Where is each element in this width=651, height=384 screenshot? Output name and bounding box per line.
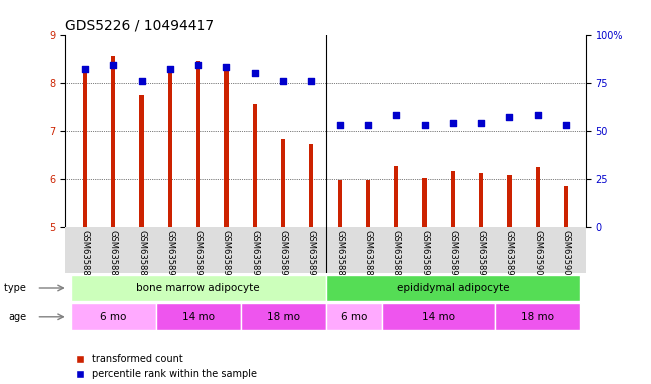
- Bar: [111, 56, 115, 227]
- Text: epididymal adipocyte: epididymal adipocyte: [396, 283, 509, 293]
- Bar: [564, 186, 568, 227]
- Point: [165, 66, 175, 72]
- Bar: [196, 61, 201, 227]
- Point: [363, 122, 373, 128]
- Text: GSM635897: GSM635897: [279, 230, 288, 281]
- Text: 18 mo: 18 mo: [266, 312, 299, 322]
- Bar: [156, 303, 241, 330]
- Point: [391, 112, 402, 118]
- Point: [419, 122, 430, 128]
- Text: 14 mo: 14 mo: [422, 312, 455, 322]
- Text: GDS5226 / 10494417: GDS5226 / 10494417: [65, 18, 214, 32]
- Point: [335, 122, 345, 128]
- Bar: [253, 104, 257, 227]
- Text: GSM635892: GSM635892: [222, 230, 231, 281]
- Point: [249, 70, 260, 76]
- Point: [79, 66, 90, 72]
- Bar: [326, 275, 580, 301]
- Text: 6 mo: 6 mo: [340, 312, 367, 322]
- Text: GSM635896: GSM635896: [250, 230, 259, 281]
- Bar: [309, 144, 314, 227]
- Bar: [71, 275, 326, 301]
- Bar: [225, 68, 229, 227]
- Text: GSM635898: GSM635898: [307, 230, 316, 281]
- Text: GSM635884: GSM635884: [81, 230, 89, 281]
- Point: [278, 78, 288, 84]
- Point: [561, 122, 572, 128]
- Bar: [168, 71, 172, 227]
- Text: GSM635901: GSM635901: [562, 230, 570, 281]
- Text: 14 mo: 14 mo: [182, 312, 215, 322]
- Text: GSM635885: GSM635885: [109, 230, 118, 281]
- Text: 18 mo: 18 mo: [521, 312, 554, 322]
- Bar: [139, 94, 144, 227]
- Point: [221, 64, 232, 70]
- Text: age: age: [8, 312, 26, 322]
- Bar: [536, 167, 540, 227]
- Point: [306, 78, 316, 84]
- Bar: [366, 180, 370, 227]
- Bar: [495, 303, 580, 330]
- Bar: [479, 173, 483, 227]
- Text: 6 mo: 6 mo: [100, 312, 126, 322]
- Bar: [394, 166, 398, 227]
- Point: [533, 112, 543, 118]
- Point: [448, 120, 458, 126]
- Text: GSM635900: GSM635900: [533, 230, 542, 281]
- Point: [476, 120, 486, 126]
- Text: GSM635895: GSM635895: [477, 230, 486, 281]
- Point: [193, 62, 203, 68]
- Point: [136, 78, 146, 84]
- Legend: transformed count, percentile rank within the sample: transformed count, percentile rank withi…: [70, 354, 257, 379]
- Point: [108, 62, 118, 68]
- Bar: [507, 175, 512, 227]
- Text: GSM635894: GSM635894: [449, 230, 458, 281]
- Text: bone marrow adipocyte: bone marrow adipocyte: [136, 283, 260, 293]
- Bar: [422, 178, 426, 227]
- Bar: [382, 303, 495, 330]
- Text: GSM635889: GSM635889: [392, 230, 401, 281]
- Text: GSM635890: GSM635890: [165, 230, 174, 281]
- Bar: [337, 180, 342, 227]
- Text: GSM635899: GSM635899: [505, 230, 514, 281]
- Bar: [450, 171, 455, 227]
- Text: GSM635893: GSM635893: [420, 230, 429, 281]
- Text: GSM635886: GSM635886: [137, 230, 146, 281]
- Bar: [281, 139, 285, 227]
- Text: GSM635888: GSM635888: [363, 230, 372, 281]
- Bar: [326, 303, 382, 330]
- Point: [505, 114, 515, 120]
- Text: cell type: cell type: [0, 283, 26, 293]
- Bar: [71, 303, 156, 330]
- Text: GSM635887: GSM635887: [335, 230, 344, 281]
- Bar: [241, 303, 326, 330]
- Bar: [83, 71, 87, 227]
- Text: GSM635891: GSM635891: [193, 230, 202, 281]
